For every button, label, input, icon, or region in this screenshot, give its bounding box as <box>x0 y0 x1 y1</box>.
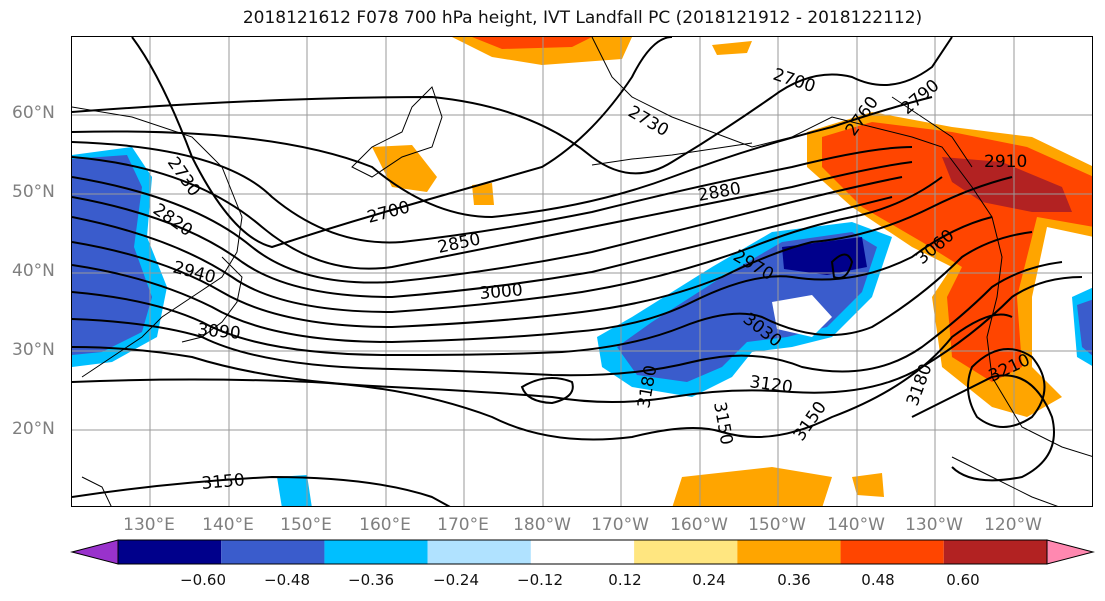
coast-bc <box>891 96 973 168</box>
colorbar-tick-label: 0.24 <box>692 571 726 589</box>
lat-label: 20°N <box>12 419 55 439</box>
colorbar-segments <box>70 539 1095 565</box>
contour-line <box>911 374 1055 482</box>
colorbar-segment <box>221 540 325 564</box>
contour-label: 3150 <box>201 470 246 494</box>
coast-mexico <box>951 456 1058 506</box>
coast-alaska <box>591 37 1092 457</box>
shading-layer <box>72 37 1092 506</box>
contour-label: 2880 <box>696 179 742 206</box>
contour-line <box>72 216 993 344</box>
contour-line <box>72 156 913 270</box>
colorbar-extend-low <box>70 539 119 565</box>
contour-line <box>72 196 893 299</box>
map-panel: 2700 2730 2760 2790 2730 2820 2700 2880 … <box>71 36 1093 507</box>
colorbar-segment <box>324 540 428 564</box>
lon-label: 140°E <box>202 515 254 535</box>
contour-label: 2700 <box>365 197 412 228</box>
contour-line <box>72 96 933 219</box>
lat-label: 50°N <box>12 182 55 202</box>
colorbar-tick-label: −0.48 <box>264 571 310 589</box>
colorbar-segment <box>840 540 944 564</box>
lon-label: 130°W <box>905 515 963 535</box>
contour-line <box>830 253 854 279</box>
colorbar <box>70 539 1095 565</box>
lon-label: 140°W <box>827 515 885 535</box>
coast-philippines <box>81 476 112 506</box>
lon-label: 170°E <box>437 515 489 535</box>
contour-line <box>520 377 574 405</box>
shade-orange-small3 <box>852 473 884 497</box>
contour-line <box>72 37 953 175</box>
contour-line <box>72 176 943 314</box>
shade-blue-e <box>1077 299 1092 356</box>
shade-orange-south <box>672 467 832 506</box>
colorbar-tick-label: −0.24 <box>433 571 479 589</box>
lon-label: 160°W <box>670 515 728 535</box>
colorbar-segment <box>427 540 531 564</box>
contour-label: 3150 <box>709 400 736 446</box>
lon-label: 180°W <box>513 515 571 535</box>
contour-label: 3120 <box>748 372 794 398</box>
coast-kamchatka <box>351 86 443 178</box>
shade-blue-w <box>72 155 152 355</box>
map-svg: 2700 2730 2760 2790 2730 2820 2700 2880 … <box>72 37 1092 506</box>
lon-label: 130°E <box>123 515 175 535</box>
shade-red-north <box>472 37 592 49</box>
height-contours <box>72 37 1083 506</box>
contour-label: 3180 <box>903 361 937 408</box>
shade-orange-kamchatka <box>372 145 437 192</box>
colorbar-tick-label: 0.12 <box>608 571 642 589</box>
coast-aleutians <box>591 142 753 166</box>
colorbar-tick-label: −0.60 <box>180 571 226 589</box>
lon-label: 150°E <box>280 515 332 535</box>
coastlines <box>72 37 1092 506</box>
shade-darkred-ne <box>942 157 1072 212</box>
shade-lightblue-s <box>277 475 312 506</box>
contour-line <box>72 176 903 284</box>
colorbar-segment <box>943 540 1047 564</box>
contour-line <box>72 313 1013 441</box>
contour-line <box>72 276 1083 403</box>
contour-label: 3000 <box>479 280 524 304</box>
contour-line <box>72 261 1063 377</box>
shade-darkblue-c <box>782 237 867 275</box>
lat-label: 30°N <box>12 340 55 360</box>
colorbar-segment <box>737 540 841 564</box>
contour-label: 2910 <box>984 152 1027 172</box>
map-title: 2018121612 F078 700 hPa height, IVT Land… <box>242 8 923 28</box>
contour-line <box>72 475 451 506</box>
contour-line <box>967 348 1046 428</box>
colorbar-extend-high <box>1046 539 1095 565</box>
colorbar-segment <box>118 540 222 564</box>
colorbar-segment <box>634 540 738 564</box>
coast-japan <box>181 256 243 343</box>
lon-label: 170°W <box>591 515 649 535</box>
contour-label: 2730 <box>625 102 672 141</box>
lon-label: 120°W <box>984 515 1042 535</box>
colorbar-tick-label: −0.12 <box>517 571 563 589</box>
contour-label: 2940 <box>171 258 218 289</box>
lon-label: 150°W <box>748 515 806 535</box>
shade-orange-small1 <box>712 41 752 55</box>
lat-label: 40°N <box>12 261 55 281</box>
contour-label: 2850 <box>436 229 482 258</box>
contour-line <box>72 176 1013 329</box>
lat-label: 60°N <box>12 103 55 123</box>
lon-label: 160°E <box>359 515 411 535</box>
colorbar-tick-label: 0.60 <box>946 571 980 589</box>
colorbar-tick-label: 0.48 <box>861 571 895 589</box>
contour-line <box>72 231 1033 357</box>
colorbar-tick-label: 0.36 <box>777 571 811 589</box>
colorbar-segment <box>530 540 635 564</box>
contour-line <box>72 141 913 244</box>
contour-label: 2820 <box>149 200 196 241</box>
colorbar-outline <box>117 539 1048 565</box>
colorbar-tick-label: −0.36 <box>348 571 394 589</box>
contour-label: 3090 <box>197 320 242 344</box>
